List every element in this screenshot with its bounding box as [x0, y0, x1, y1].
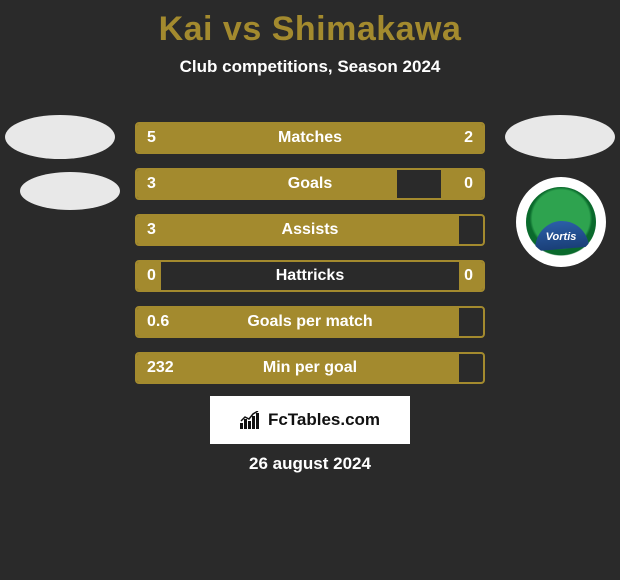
stat-bar-row: 52Matches [135, 122, 485, 154]
page-title: Kai vs Shimakawa [0, 0, 620, 49]
stat-bar-row: 232Min per goal [135, 352, 485, 384]
team-crest-label: Vortis [526, 231, 596, 243]
stat-bar-row: 30Goals [135, 168, 485, 200]
date-label: 26 august 2024 [0, 454, 620, 474]
source-logo-icon [240, 411, 262, 429]
stat-bar-label: Goals per match [137, 313, 483, 331]
source-logo-text: FcTables.com [268, 410, 380, 430]
stat-bar-row: 3Assists [135, 214, 485, 246]
player-left-avatar-placeholder [5, 115, 115, 159]
stat-bar-label: Assists [137, 221, 483, 239]
team-crest: Vortis [516, 177, 606, 267]
stat-bar-label: Hattricks [137, 267, 483, 285]
stat-bar-label: Min per goal [137, 359, 483, 377]
player-right-avatar-placeholder [505, 115, 615, 159]
stat-bar-row: 00Hattricks [135, 260, 485, 292]
stat-bars: 52Matches 30Goals 3Assists 00Hattricks 0.6Go… [135, 122, 485, 398]
stat-bar-label: Goals [137, 175, 483, 193]
stat-bar-row: 0.6Goals per match [135, 306, 485, 338]
team-crest-inner: Vortis [526, 187, 596, 257]
player-left-avatar-placeholder2 [20, 172, 120, 210]
source-logo: FcTables.com [210, 396, 410, 444]
stat-bar-label: Matches [137, 129, 483, 147]
page-subtitle: Club competitions, Season 2024 [0, 57, 620, 77]
